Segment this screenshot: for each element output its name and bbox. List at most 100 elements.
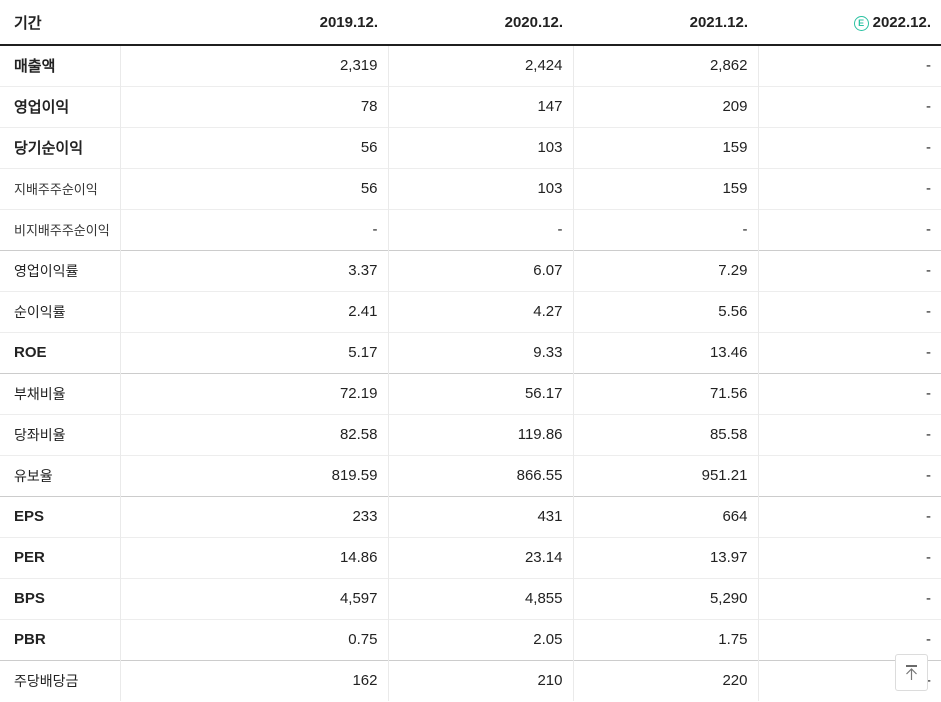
row-label: 매출액 [14,58,56,76]
cell-2022.12.: - [757,454,941,496]
cell-2022.12.: - [757,208,941,250]
cell-2022.12.: - [757,372,941,414]
cell-2020.12.: 6.07 [387,249,573,291]
cell-2019.12.: 233 [119,495,388,537]
cell-2020.12.: 56.17 [387,372,573,414]
table-row: 당기순이익 56 103 159- [0,126,941,168]
cell-2019.12.: 82.58 [119,413,388,455]
table-row: 지배주주순이익 56 103 159- [0,167,941,209]
row-label: 영업이익률 [0,249,120,291]
cell-2020.12.: 2,424 [387,45,573,86]
row-label: 당좌비율 [0,413,120,455]
table-row: 유보율 819.59 866.55 951.21- [0,454,941,496]
cell-2019.12.: 56 [119,167,388,209]
row-label: 부채비율 [0,372,120,414]
cell-2021.12.: 13.46 [572,331,758,373]
row-label: PER [0,536,120,578]
row-label: 당기순이익 [0,126,120,168]
cell-2019.12.: 72.19 [119,372,388,414]
col-header-2019: 2019.12. [120,0,388,46]
table-row: 비지배주주순이익 - - - - [0,208,941,250]
cell-2022.12.: - [757,495,941,537]
cell-2021.12.: 5.56 [572,290,758,332]
table-row: EPS 233 431 664- [0,495,941,537]
cell-2021.12.: 71.56 [572,372,758,414]
cell-2022.12.: - [757,126,941,168]
arrow-up-to-top-icon [906,665,917,680]
row-label: EPS [0,495,120,537]
cell-2019.12.: 78 [119,85,388,127]
cell-2021.12.: 159 [572,126,758,168]
cell-2021.12.: 220 [572,659,758,701]
cell-2021.12.: 664 [572,495,758,537]
table-row: 영업이익 78 147 209- [0,85,941,127]
row-label: 유보율 [0,454,120,496]
estimate-icon: E [853,15,869,31]
cell-2021.12.: 1.75 [572,618,758,660]
table-row: 부채비율 72.19 56.17 71.56- [0,372,941,414]
cell-2021.12.: 951.21 [572,454,758,496]
cell-2020.12.: 23.14 [387,536,573,578]
cell-2020.12.: 4.27 [387,290,573,332]
col-header-2020-label: 2020.12. [504,13,563,31]
cell-2022.12.: - [757,167,941,209]
cell-2019.12.: 56 [119,126,388,168]
cell-2020.12.: 4,855 [387,577,573,619]
cell-2020.12.: - [387,208,573,250]
row-label: ROE [0,331,120,373]
table-row: 영업이익률 3.37 6.07 7.29- [0,249,941,291]
cell-2020.12.: 210 [387,659,573,701]
cell-2019.12.: 3.37 [119,249,388,291]
row-label: 지배주주순이익 [0,167,120,209]
table-row: 순이익률 2.41 4.27 5.56- [0,290,941,332]
cell-2021.12.: 159 [572,167,758,209]
table-body: 매출액 2,319 2,424 2,862- 영업이익 78 147 209- 당기순이익 56 1… [0,45,941,701]
row-label: BPS [0,577,120,619]
cell-2022.12.: - [757,249,941,291]
row-label: 순이익률 [0,290,120,332]
cell-2019.12.: 819.59 [119,454,388,496]
col-header-2022: E 2022.12. [758,0,941,46]
cell-2021.12.: 5,290 [572,577,758,619]
cell-2020.12.: 147 [387,85,573,127]
cell-2019.12.: 162 [119,659,388,701]
cell-2020.12.: 103 [387,126,573,168]
table-row: PER 14.86 23.14 13.97- [0,536,941,578]
cell-2020.12.: 119.86 [387,413,573,455]
cell-2019.12.: 2.41 [119,290,388,332]
row-label: 주당배당금 [0,659,120,701]
col-header-2021-label: 2021.12. [689,13,748,31]
col-header-2020: 2020.12. [388,0,573,46]
cell-2021.12.: 7.29 [572,249,758,291]
cell-2022.12.: - [757,618,941,660]
cell-2019.12.: 0.75 [119,618,388,660]
cell-2020.12.: 9.33 [387,331,573,373]
cell-2020.12.: 866.55 [387,454,573,496]
cell-2022.12.: - [757,85,941,127]
cell-2021.12.: 209 [572,85,758,127]
cell-2019.12.: 14.86 [119,536,388,578]
table-row: ROE 5.17 9.33 13.46- [0,331,941,373]
cell-2022.12.: - [757,413,941,455]
cell-2021.12.: 13.97 [572,536,758,578]
cell-2020.12.: 2.05 [387,618,573,660]
row-label: 비지배주주순이익 [0,208,120,250]
scroll-to-top-button[interactable] [895,654,928,691]
cell-2021.12.: 2,862 [572,45,758,86]
cell-2019.12.: 5.17 [119,331,388,373]
cell-2019.12.: 2,319 [119,45,388,86]
table-row: PBR 0.75 2.05 1.75- [0,618,941,660]
table-row: 주당배당금 162 210 220- [0,659,941,701]
row-label: PBR [0,618,120,660]
cell-2020.12.: 431 [387,495,573,537]
col-header-2022-label: 2022.12. [872,13,931,31]
period-header: 기간 [0,0,120,46]
table-row: 매출액 2,319 2,424 2,862- [0,45,941,86]
col-header-2019-label: 2019.12. [319,13,378,31]
cell-2021.12.: - [572,208,758,250]
cell-2022.12.: - [757,45,941,86]
row-label: 영업이익 [0,85,120,127]
cell-2022.12.: - [757,331,941,373]
